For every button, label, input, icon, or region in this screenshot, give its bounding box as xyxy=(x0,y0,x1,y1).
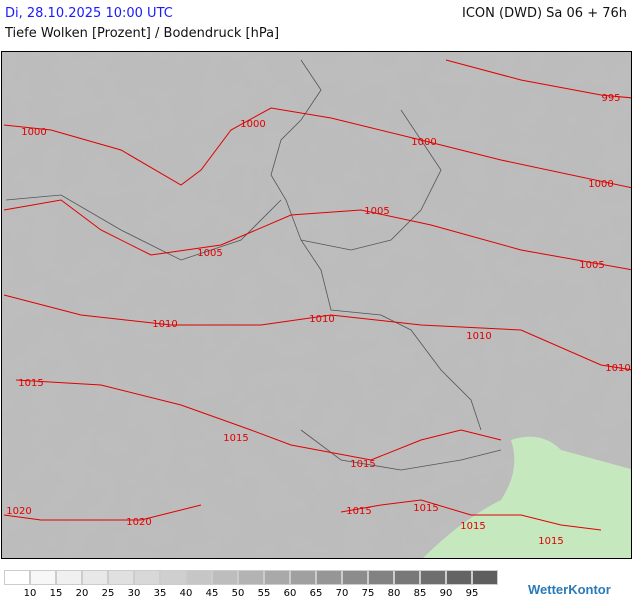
isobar-label: 1015 xyxy=(346,506,371,517)
legend-swatch xyxy=(108,570,134,585)
legend-swatch xyxy=(368,570,394,585)
isobar-label: 1000 xyxy=(588,179,613,190)
isobar-label: 1005 xyxy=(197,248,222,259)
legend-label: 55 xyxy=(257,588,271,599)
legend-label: 25 xyxy=(101,588,115,599)
legend-swatch xyxy=(394,570,420,585)
no-cloud-area xyxy=(421,436,633,560)
isobar-label: 1005 xyxy=(579,260,604,271)
legend-label: 75 xyxy=(361,588,375,599)
isobar-label: 1000 xyxy=(240,119,265,130)
isobar-label: 1015 xyxy=(538,536,563,547)
legend-swatch xyxy=(30,570,56,585)
isobar-label: 1020 xyxy=(6,506,31,517)
legend-label: 15 xyxy=(49,588,63,599)
isobar-label: 1010 xyxy=(309,314,334,325)
isobar-label: 995 xyxy=(601,93,620,104)
legend-label: 10 xyxy=(23,588,37,599)
isobar-1015 xyxy=(15,379,502,461)
legend-label: 85 xyxy=(413,588,427,599)
legend-label: 45 xyxy=(205,588,219,599)
isobar-label: 1010 xyxy=(605,363,630,374)
legend-label: 90 xyxy=(439,588,453,599)
legend-swatch xyxy=(4,570,30,585)
isobar-1005 xyxy=(3,199,633,271)
legend-swatch xyxy=(238,570,264,585)
map-svg: 995 1000 1000 1000 1000 1005 1005 1005 1010 1010 1… xyxy=(1,50,633,560)
isobar-label: 1015 xyxy=(413,503,438,514)
legend-swatch xyxy=(264,570,290,585)
isobars xyxy=(3,59,633,531)
legend-swatch xyxy=(290,570,316,585)
legend-label: 20 xyxy=(75,588,89,599)
legend-swatch xyxy=(56,570,82,585)
isobar-1010 xyxy=(3,294,633,371)
isobar-label: 1005 xyxy=(364,206,389,217)
legend-label: 40 xyxy=(179,588,193,599)
isobar-label: 1000 xyxy=(21,127,46,138)
isobar-label: 1015 xyxy=(350,459,375,470)
legend-label: 80 xyxy=(387,588,401,599)
legend-label: 70 xyxy=(335,588,349,599)
legend-swatch xyxy=(446,570,472,585)
isobar-label: 1020 xyxy=(126,517,151,528)
legend-swatch xyxy=(160,570,186,585)
legend-swatch xyxy=(212,570,238,585)
model-run: ICON (DWD) Sa 06 + 76h xyxy=(462,6,627,21)
legend-label: 50 xyxy=(231,588,245,599)
legend-swatch xyxy=(186,570,212,585)
legend-swatch xyxy=(82,570,108,585)
isobar-1015-south xyxy=(340,499,602,531)
legend-label: 30 xyxy=(127,588,141,599)
isobar-label: 1015 xyxy=(460,521,485,532)
weather-map: 995 1000 1000 1000 1000 1005 1005 1005 1010 1010 1… xyxy=(1,50,633,560)
isobar-label: 1015 xyxy=(223,433,248,444)
isobar-995 xyxy=(445,59,633,99)
legend-label: 95 xyxy=(465,588,479,599)
legend-swatch xyxy=(472,570,498,585)
legend-label: 35 xyxy=(153,588,167,599)
forecast-date: Di, 28.10.2025 10:00 UTC xyxy=(5,6,173,21)
isobar-label: 1010 xyxy=(152,319,177,330)
legend-swatch xyxy=(316,570,342,585)
isobar-label: 1010 xyxy=(466,331,491,342)
parameter-title: Tiefe Wolken [Prozent] / Bodendruck [hPa… xyxy=(5,26,280,41)
isobar-1000 xyxy=(3,107,633,189)
isobar-label: 1000 xyxy=(411,137,436,148)
legend-swatch xyxy=(342,570,368,585)
legend-swatch xyxy=(420,570,446,585)
isobar-label: 1015 xyxy=(18,378,43,389)
wetterkontor-logo: WetterKontor xyxy=(528,582,611,597)
isobar-1020 xyxy=(3,504,202,521)
legend-label: 60 xyxy=(283,588,297,599)
legend-swatch xyxy=(134,570,160,585)
legend-label: 65 xyxy=(309,588,323,599)
